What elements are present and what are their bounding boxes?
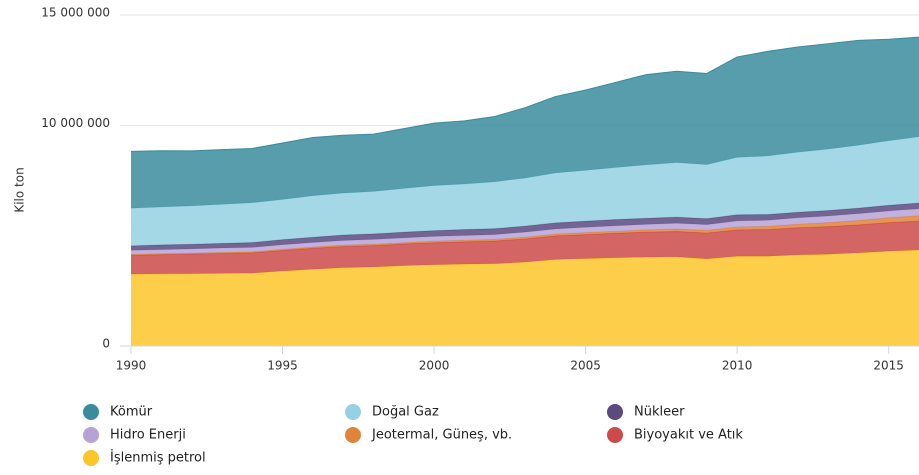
area-fill — [131, 221, 919, 275]
legend-label: İşlenmiş petrol — [110, 450, 206, 466]
legend-marker — [83, 450, 99, 466]
x-tick-label: 2000 — [419, 359, 450, 373]
y-tick-label: 15 000 000 — [41, 6, 110, 20]
x-tick-label: 2005 — [570, 359, 601, 373]
legend-label: Biyoyakıt ve Atık — [634, 428, 743, 443]
legend-label: Jeotermal, Güneş, vb. — [371, 428, 512, 443]
area-fill — [131, 250, 919, 346]
y-tick-label: 0 — [102, 337, 110, 351]
area-fill — [131, 37, 919, 209]
legend-label: Nükleer — [634, 405, 685, 420]
legend-marker — [83, 404, 99, 420]
x-tick-label: 1990 — [116, 359, 147, 373]
legend-marker — [607, 427, 623, 443]
area-top — [130, 36, 919, 152]
area-top — [130, 220, 919, 256]
legend-label: Hidro Enerji — [110, 428, 186, 443]
x-tick-label: 2010 — [722, 359, 753, 373]
x-tick-label: 2015 — [873, 359, 904, 373]
y-tick-label: 10 000 000 — [41, 116, 110, 130]
legend-marker — [345, 404, 361, 420]
x-tick-label: 1995 — [267, 359, 298, 373]
area-fill — [131, 136, 919, 246]
legend-label: Kömür — [110, 405, 153, 420]
legend-label: Doğal Gaz — [372, 405, 439, 420]
legend-marker — [345, 427, 361, 443]
legend-marker — [83, 427, 99, 443]
area-fill — [131, 208, 919, 255]
y-axis-label: Kilo ton — [13, 167, 27, 212]
legend-marker — [607, 404, 623, 420]
